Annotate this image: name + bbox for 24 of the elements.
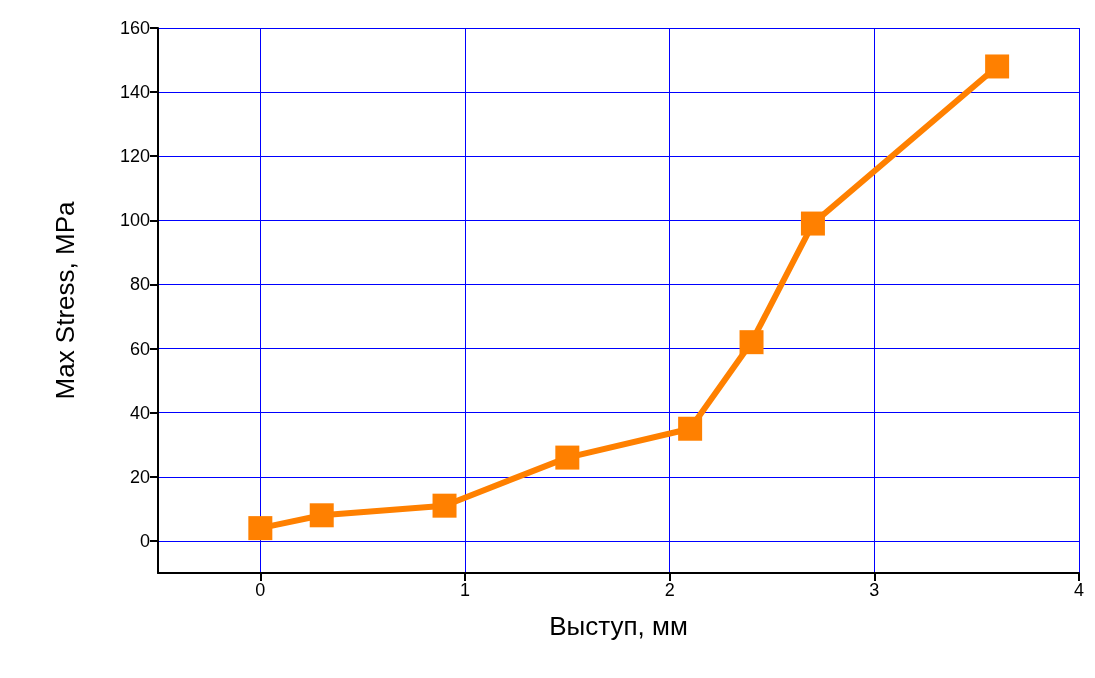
y-tick-label: 60 xyxy=(129,338,150,359)
y-tick-label: 100 xyxy=(119,210,150,231)
y-axis-title: Max Stress, MPa xyxy=(50,201,80,400)
x-tick-label: 4 xyxy=(1073,580,1084,600)
x-tick-label: 0 xyxy=(255,580,266,600)
point xyxy=(985,54,1010,79)
x-axis-title: Выступ, мм xyxy=(549,611,688,641)
x-tick-label: 2 xyxy=(664,580,675,600)
point xyxy=(248,516,273,541)
point xyxy=(555,445,580,470)
point xyxy=(678,416,703,441)
x-tick-label: 3 xyxy=(869,580,880,600)
y-tick-label: 120 xyxy=(119,146,150,167)
point xyxy=(800,211,825,236)
y-tick-label: 20 xyxy=(129,466,150,487)
y-tick-label: 40 xyxy=(129,402,150,423)
point xyxy=(432,493,457,518)
point xyxy=(309,503,334,528)
y-tick-label: 140 xyxy=(119,82,150,103)
point xyxy=(739,330,764,355)
x-tick-label: 1 xyxy=(459,580,471,600)
y-tick-label: 0 xyxy=(139,530,150,551)
y-tick-label: 80 xyxy=(129,274,150,295)
y-tick-label: 160 xyxy=(119,18,150,38)
